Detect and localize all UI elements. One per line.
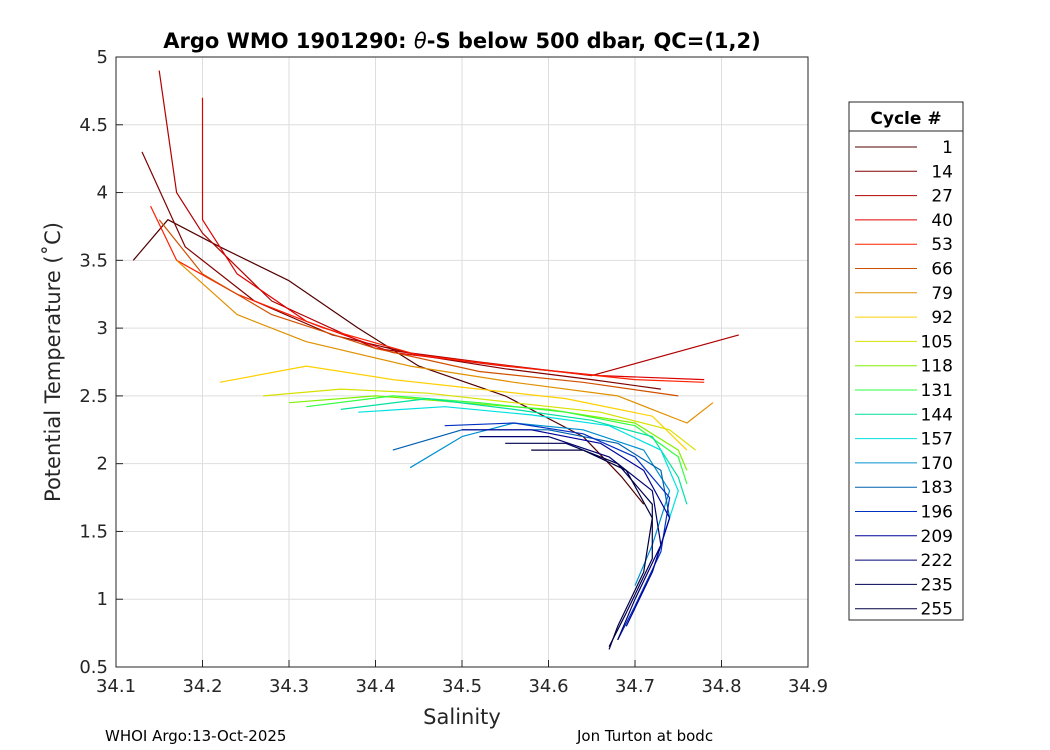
legend-label-131: 131 [921,381,953,401]
series-line-cycle-92 [219,365,688,451]
legend-label-105: 105 [921,332,953,352]
y-tick-label: 4.5 [79,115,108,136]
legend-label-14: 14 [931,162,953,182]
legend-label-27: 27 [931,187,953,207]
title-prefix: Argo WMO 1901290: [163,29,414,53]
title-suffix: -S below 500 dbar, QC=(1,2) [427,29,761,53]
y-axis-label: Potential Temperature (˚C) [41,222,65,502]
y-tick-label: 1.5 [79,521,108,542]
series-line-cycle-53 [150,205,705,383]
legend-label-209: 209 [921,527,953,547]
legend-label-118: 118 [921,357,953,377]
series-line-cycle-222 [479,436,662,641]
legend-label-1: 1 [942,138,953,158]
y-tick-label: 1 [97,589,108,610]
x-tick-label: 34.5 [442,676,482,697]
legend-items: 1 14 27 40 53 66 79 92 105 118 131 144 157 170 183 196 2… [855,138,953,620]
series-line-cycle-196 [444,422,671,641]
y-tick-label: 5 [97,47,108,68]
chart-title: Argo WMO 1901290: θ-S below 500 dbar, QC… [163,29,760,53]
x-axis-label: Salinity [423,705,501,729]
series-line-cycle-209 [462,429,671,627]
data-series [132,70,739,650]
footer-right: Jon Turton at bodc [576,727,713,745]
legend: Cycle # 1 14 27 40 53 66 79 92 105 118 131 144 157 17… [848,101,964,621]
legend-label-144: 144 [921,405,953,425]
legend-label-222: 222 [921,551,953,571]
series-line-cycle-255 [531,449,653,650]
y-tick-label: 4 [97,183,108,204]
x-tick-label: 34.4 [355,676,395,697]
series-line-cycle-105 [263,388,696,451]
x-tick-label: 34.8 [701,676,741,697]
legend-label-40: 40 [931,211,953,231]
y-tick-label: 3 [97,318,108,339]
series-line-cycle-118 [288,395,688,471]
x-tick-label: 34.7 [615,676,655,697]
series-line-cycle-235 [505,442,653,647]
legend-label-79: 79 [931,284,953,304]
y-tick-label: 2.5 [79,386,108,407]
series-line-cycle-144 [340,398,688,505]
y-tick-label: 2 [97,454,108,475]
series-line-cycle-131 [306,395,688,485]
legend-label-157: 157 [921,430,953,450]
x-tick-label: 34.2 [182,676,222,697]
legend-title: Cycle # [870,109,941,129]
series-line-cycle-170 [409,422,671,586]
footer-left: WHOI Argo:13-Oct-2025 [105,727,286,745]
legend-box [848,101,964,621]
title-theta-symbol: θ [414,29,427,53]
x-tick-label: 34.3 [269,676,309,697]
x-tick-label: 34.6 [528,676,568,697]
legend-label-92: 92 [931,308,953,328]
series-line-cycle-157 [358,406,679,546]
series-line-cycle-66 [158,219,679,397]
legend-label-255: 255 [921,600,953,620]
axis-ticks: 34.1 34.2 34.3 34.4 34.5 34.6 34.7 34.8 34.90.51… [79,47,828,697]
legend-label-235: 235 [921,575,953,595]
legend-label-66: 66 [931,260,953,280]
x-tick-label: 34.1 [96,676,136,697]
y-tick-label: 3.5 [79,250,108,271]
y-tick-label: 0.5 [79,657,108,678]
legend-label-196: 196 [921,503,953,523]
legend-label-183: 183 [921,478,953,498]
legend-label-170: 170 [921,454,953,474]
x-tick-label: 34.9 [788,676,828,697]
series-line-cycle-14 [141,151,661,390]
series-line-cycle-79 [176,259,714,424]
legend-label-53: 53 [931,235,953,255]
